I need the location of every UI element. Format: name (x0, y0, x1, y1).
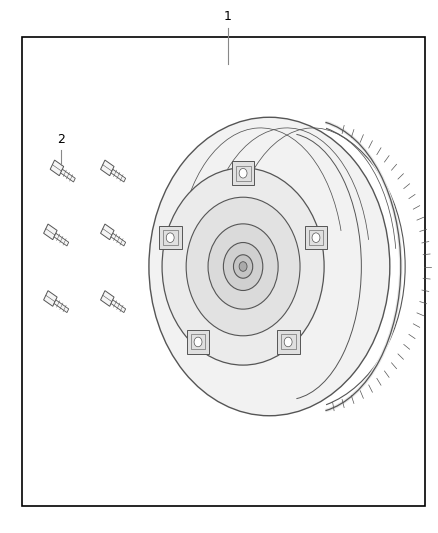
Bar (101, 224, 114, 240)
Circle shape (233, 255, 253, 278)
Bar (111, 233, 126, 246)
Circle shape (208, 224, 278, 309)
FancyBboxPatch shape (277, 330, 300, 354)
Circle shape (239, 168, 247, 178)
Bar (50, 160, 64, 176)
Circle shape (223, 243, 263, 290)
FancyBboxPatch shape (187, 330, 209, 354)
Bar (44, 224, 57, 240)
Ellipse shape (149, 117, 390, 416)
Bar (22, 37, 425, 506)
Circle shape (194, 337, 202, 347)
FancyBboxPatch shape (304, 226, 327, 249)
Bar (101, 160, 114, 176)
Text: 2: 2 (57, 133, 65, 146)
Bar (54, 300, 69, 312)
Bar (101, 290, 114, 306)
Bar (60, 169, 75, 182)
FancyBboxPatch shape (232, 161, 254, 185)
Bar (111, 300, 126, 312)
Bar (54, 233, 69, 246)
Circle shape (239, 262, 247, 271)
Circle shape (284, 337, 292, 347)
Circle shape (166, 233, 174, 243)
Bar (111, 169, 126, 182)
Circle shape (312, 233, 320, 243)
FancyBboxPatch shape (159, 226, 182, 249)
Bar (44, 290, 57, 306)
Text: 1: 1 (224, 10, 232, 23)
Circle shape (162, 168, 324, 365)
Circle shape (186, 197, 300, 336)
